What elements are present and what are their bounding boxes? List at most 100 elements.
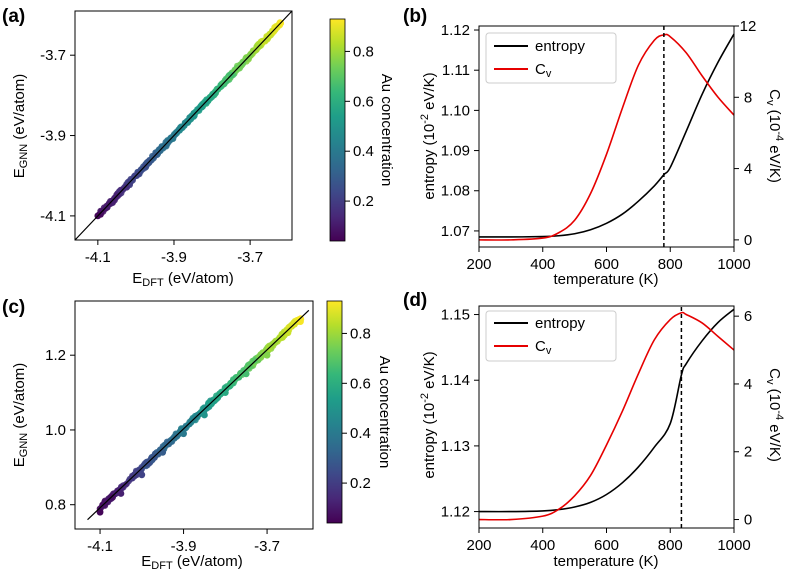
colorbar-gradient-c (326, 300, 343, 524)
panel-label-a: (a) (2, 6, 25, 27)
y-left-tick-label: 1.12 (441, 22, 470, 39)
panel-a: (a) -4.1 -3.9 -3.7 -4.1 -3.9 -3.7 EDFT (eV/at… (2, 6, 395, 289)
y-right-tick-label: 8 (744, 89, 752, 106)
series-line-entropy (478, 308, 735, 513)
colorbar-tick-label: 0.6 (353, 93, 374, 110)
y-left-tick-label: 1.10 (441, 102, 470, 119)
colorbar-gradient-a (329, 18, 346, 242)
plot-frame-d (478, 305, 735, 529)
panel-b: (b) 200 400 600 800 1000 1.07 1.08 1.09 1.10 1.11… (403, 6, 785, 288)
parity-line (74, 10, 293, 241)
data-point (263, 351, 271, 359)
data-point (180, 430, 187, 438)
panel-d: (d) 200 400 600 800 1000 1.12 1.13 1.14 1.15 0 2 4 6… (403, 290, 785, 570)
y-right-tick-label: 2 (744, 444, 752, 461)
x-tick-label: -3.7 (254, 538, 280, 555)
x-tick-label: -4.1 (85, 249, 111, 266)
scatter-point (251, 357, 258, 364)
legend-cv-d: Cv (535, 338, 552, 357)
scatter-point (246, 361, 253, 369)
y-left-tick-label: 1.11 (442, 62, 470, 79)
y-tick-label: 0.8 (45, 497, 66, 514)
x-tick-label: 200 (466, 537, 491, 554)
x-tick-label: 800 (658, 537, 683, 554)
scatter-point (123, 184, 130, 191)
legend-b: entropy Cv (485, 32, 617, 84)
parity-line (87, 309, 310, 521)
data-point (117, 490, 125, 497)
y-left-tick-label: 1.08 (441, 183, 470, 200)
y-tick-label: 1.0 (45, 422, 66, 439)
y-right-tick-label: 4 (744, 161, 752, 178)
series-line-cv (478, 33, 735, 241)
y-left-tick-label: 1.12 (441, 504, 470, 521)
x-tick-label: 400 (530, 537, 555, 554)
colorbar-c: 0.2 0.4 0.6 0.8 (326, 300, 371, 524)
y-right-tick-label: 4 (744, 376, 752, 393)
colorbar-tick-label: 0.4 (350, 425, 371, 442)
line-plot-b: 200 400 600 800 1000 1.07 1.08 1.09 1.10 1.11 1.12… (441, 18, 757, 273)
y-left-tick-label: 1.14 (441, 372, 470, 389)
panel-label-c: (c) (2, 297, 25, 318)
colorbar-tick-label: 0.2 (350, 475, 371, 492)
panel-label-b: (b) (403, 6, 427, 27)
legend-cv-b: Cv (535, 61, 552, 80)
colorbar-label-c: Au concentration (376, 356, 393, 469)
y-tick-label: 1.2 (45, 347, 66, 364)
scatter-point (186, 418, 193, 426)
scatter-point (144, 460, 152, 467)
colorbar-label-a: Au concentration (378, 74, 395, 187)
data-point (297, 318, 304, 325)
x-tick-label: 600 (594, 537, 619, 554)
scatter-plot-a: -4.1 -3.9 -3.7 -4.1 -3.9 -3.7 (40, 10, 293, 266)
colorbar-tick-label: 0.6 (350, 375, 371, 392)
legend-entropy-d: entropy (535, 315, 586, 332)
plot-frame-a (74, 10, 293, 241)
plot-frame-c (74, 300, 314, 530)
x-tick-label: -3.9 (161, 249, 187, 266)
data-point (242, 370, 250, 378)
x-axis-label-c: EDFT (eV/atom) (141, 553, 242, 572)
legend-d: entropy Cv (485, 310, 617, 362)
y-left-tick-label: 1.07 (441, 223, 470, 240)
scatter-point (109, 494, 117, 501)
scatter-point (265, 345, 273, 353)
x-tick-label: 400 (530, 256, 555, 273)
scatter-point (253, 46, 260, 53)
data-point (138, 471, 146, 479)
y-left-tick-label: 1.09 (441, 143, 470, 160)
y-tick-label: -3.7 (40, 47, 66, 64)
colorbar-tick-label: 0.8 (350, 325, 371, 342)
y-axis-label-right-b: Cv (10-4 eV/K) (764, 89, 785, 183)
x-tick-label: 200 (466, 256, 491, 273)
y-tick-label: -4.1 (40, 208, 66, 225)
x-tick-label: -3.7 (237, 249, 263, 266)
data-point (221, 389, 229, 396)
colorbar-a: 0.2 0.4 0.6 0.8 (329, 18, 374, 242)
series-line-cv (478, 311, 735, 521)
y-axis-label-left-b: entropy (10-2 eV/K) (419, 72, 438, 199)
y-left-tick-label: 1.15 (441, 307, 470, 324)
y-left-tick-label: 1.13 (441, 438, 470, 455)
colorbar-tick-label: 0.2 (353, 193, 374, 210)
scatter-point (155, 146, 163, 153)
legend-entropy-b: entropy (535, 38, 586, 55)
panel-label-d: (d) (403, 290, 427, 311)
x-tick-label: -3.9 (171, 538, 197, 555)
y-right-tick-label: 12 (740, 18, 757, 35)
x-axis-label-d: temperature (K) (553, 553, 658, 570)
y-right-tick-label: 0 (744, 232, 752, 249)
y-axis-label-c: EGNN (eV/atom) (11, 363, 30, 468)
y-tick-label: -3.9 (40, 128, 66, 145)
x-axis-label-a: EDFT (eV/atom) (132, 270, 233, 289)
y-axis-label-a: EGNN (eV/atom) (11, 74, 30, 179)
y-right-tick-label: 6 (744, 308, 752, 325)
x-axis-label-b: temperature (K) (553, 271, 658, 288)
y-right-tick-label: 0 (744, 512, 752, 529)
scatter-point (278, 330, 285, 338)
panel-c: (c) -4.1 -3.9 -3.7 0.8 1.0 1.2 EDFT (eV/atom)… (2, 297, 393, 572)
x-tick-label: 600 (594, 256, 619, 273)
y-axis-label-left-d: entropy (10-2 eV/K) (419, 351, 438, 478)
line-plot-d: 200 400 600 800 1000 1.12 1.13 1.14 1.15 0 2 4 6 (441, 306, 752, 554)
